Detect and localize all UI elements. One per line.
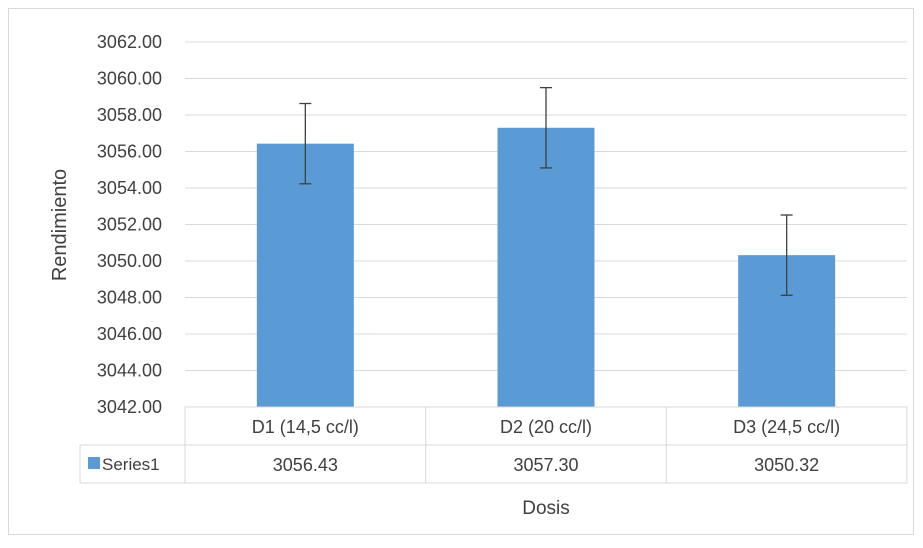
y-tick-label: 3046.00 [97, 324, 162, 344]
x-category-label: D2 (20 cc/l) [500, 417, 592, 437]
y-tick-label: 3044.00 [97, 361, 162, 381]
bar [497, 127, 595, 408]
x-axis-title: Dosis [522, 498, 570, 519]
y-tick-label: 3042.00 [97, 397, 162, 417]
x-category-label: D3 (24,5 cc/l) [733, 417, 840, 437]
legend-label: Series1 [102, 455, 160, 474]
error-bars [299, 86, 793, 296]
x-category-label: D1 (14,5 cc/l) [252, 417, 359, 437]
data-label: 3056.43 [273, 455, 338, 475]
legend-swatch [88, 457, 100, 469]
y-tick-labels: 3042.00 3044.00 3046.00 3048.00 3050.00 3052.… [97, 32, 162, 417]
y-tick-label: 3048.00 [97, 288, 162, 308]
y-axis-title: Rendimiento [49, 169, 71, 281]
y-tick-label: 3058.00 [97, 105, 162, 125]
y-tick-label: 3054.00 [97, 178, 162, 198]
bars [256, 127, 836, 408]
data-label: 3050.32 [754, 455, 819, 475]
data-label: 3057.30 [513, 455, 578, 475]
y-tick-label: 3060.00 [97, 69, 162, 89]
data-table: D1 (14,5 cc/l) 3056.43 D2 (20 cc/l) 3057.30… [79, 406, 908, 484]
y-tick-label: 3056.00 [97, 142, 162, 162]
y-tick-label: 3062.00 [97, 32, 162, 52]
bar [256, 143, 354, 407]
y-tick-label: 3050.00 [97, 251, 162, 271]
y-tick-label: 3052.00 [97, 215, 162, 235]
